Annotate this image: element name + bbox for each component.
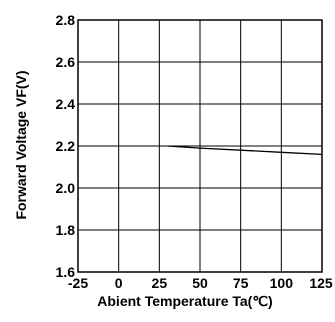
y-axis-label: Forward Voltage VF(V) [13,70,29,219]
x-tick-label: 125 [309,275,333,291]
x-tick-label: 25 [152,275,168,291]
grid-lines [77,19,323,273]
y-tick-label: 1.8 [56,222,76,238]
x-tick-label: 100 [270,275,294,291]
y-tick-label: 2.8 [56,12,76,28]
y-tick-label: 2.4 [56,96,76,112]
series-line [167,145,323,156]
y-tick-label: 2.0 [56,180,76,196]
x-tick-label: 0 [115,275,123,291]
y-tick-labels: 1.6 1.8 2.0 2.2 2.4 2.6 2.8 [56,12,76,280]
y-tick-label: 1.6 [56,264,76,280]
y-tick-label: 2.2 [56,138,76,154]
x-tick-label: 50 [192,275,208,291]
x-axis-label: Abient Temperature Ta(℃) [97,293,272,309]
x-tick-label: 75 [233,275,249,291]
y-tick-label: 2.6 [56,54,76,70]
plot-frame [77,19,323,273]
x-tick-labels: -25 0 25 50 75 100 125 [68,275,333,291]
series-layer [167,145,323,156]
x-tick-label: -25 [68,275,88,291]
